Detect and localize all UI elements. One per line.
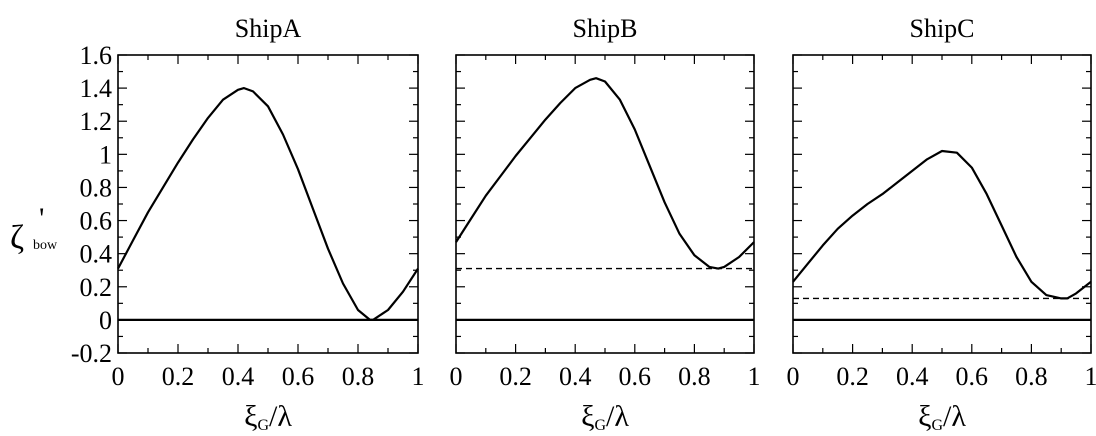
y-tick-label: 1.2 (80, 107, 113, 136)
x-tick-label: 0.4 (222, 362, 255, 391)
x-tick-label: 0.2 (162, 362, 195, 391)
x-tick-label: 0.6 (282, 362, 315, 391)
y-tick-label: 1.6 (80, 41, 113, 70)
y-tick-label: 0.4 (80, 240, 113, 269)
x-tick-label: 0.6 (619, 362, 652, 391)
x-tick-label: 0.2 (836, 362, 869, 391)
x-axis-label: ξG/λ (581, 400, 629, 434)
x-tick-label: 1 (748, 362, 761, 391)
curve-line (792, 149, 1092, 300)
x-tick-label: 0 (787, 362, 800, 391)
x-axis-label: ξG/λ (918, 400, 966, 434)
panel-title: ShipC (909, 14, 974, 43)
y-tick-label: 0 (99, 306, 112, 335)
plot-frame (455, 54, 755, 354)
y-axis-label: ζ ' bow (10, 202, 58, 256)
y-tick-label: -0.2 (71, 339, 112, 368)
curve-line (455, 77, 755, 270)
x-tick-label: 0.8 (342, 362, 375, 391)
plot-frame (792, 54, 1092, 354)
y-tick-label: 0.8 (80, 173, 113, 202)
plot-frame (117, 54, 419, 354)
x-tick-label: 0.8 (1015, 362, 1048, 391)
panel-title: ShipB (572, 14, 637, 43)
x-tick-label: 1 (1085, 362, 1096, 391)
y-tick-label: 0.6 (80, 207, 113, 236)
x-tick-label: 0 (112, 362, 125, 391)
y-label-symbol: ζ (10, 219, 24, 256)
panel-2: ShipB 0 0.2 0.4 0.6 0.8 1 ξG/λ (450, 14, 761, 434)
panel-title: ShipA (235, 14, 302, 43)
panel-3: ShipC 0 0.2 0.4 0.6 0.8 1 ξG/λ (787, 14, 1096, 434)
y-tick-label: 1.4 (80, 74, 113, 103)
y-label-prime: ' (39, 202, 44, 235)
x-tick-label: 0 (450, 362, 463, 391)
x-tick-label: 0.2 (499, 362, 532, 391)
y-label-subscript: bow (33, 238, 58, 253)
y-tick-label: 1 (99, 140, 112, 169)
x-tick-label: 1 (412, 362, 425, 391)
curve-line (117, 86, 419, 321)
x-tick-label: 0.6 (956, 362, 989, 391)
x-axis-label: ξG/λ (244, 400, 292, 434)
x-tick-label: 0.4 (896, 362, 929, 391)
x-tick-label: 0.8 (678, 362, 711, 391)
x-tick-label: 0.4 (559, 362, 592, 391)
y-tick-label: 0.2 (80, 273, 113, 302)
